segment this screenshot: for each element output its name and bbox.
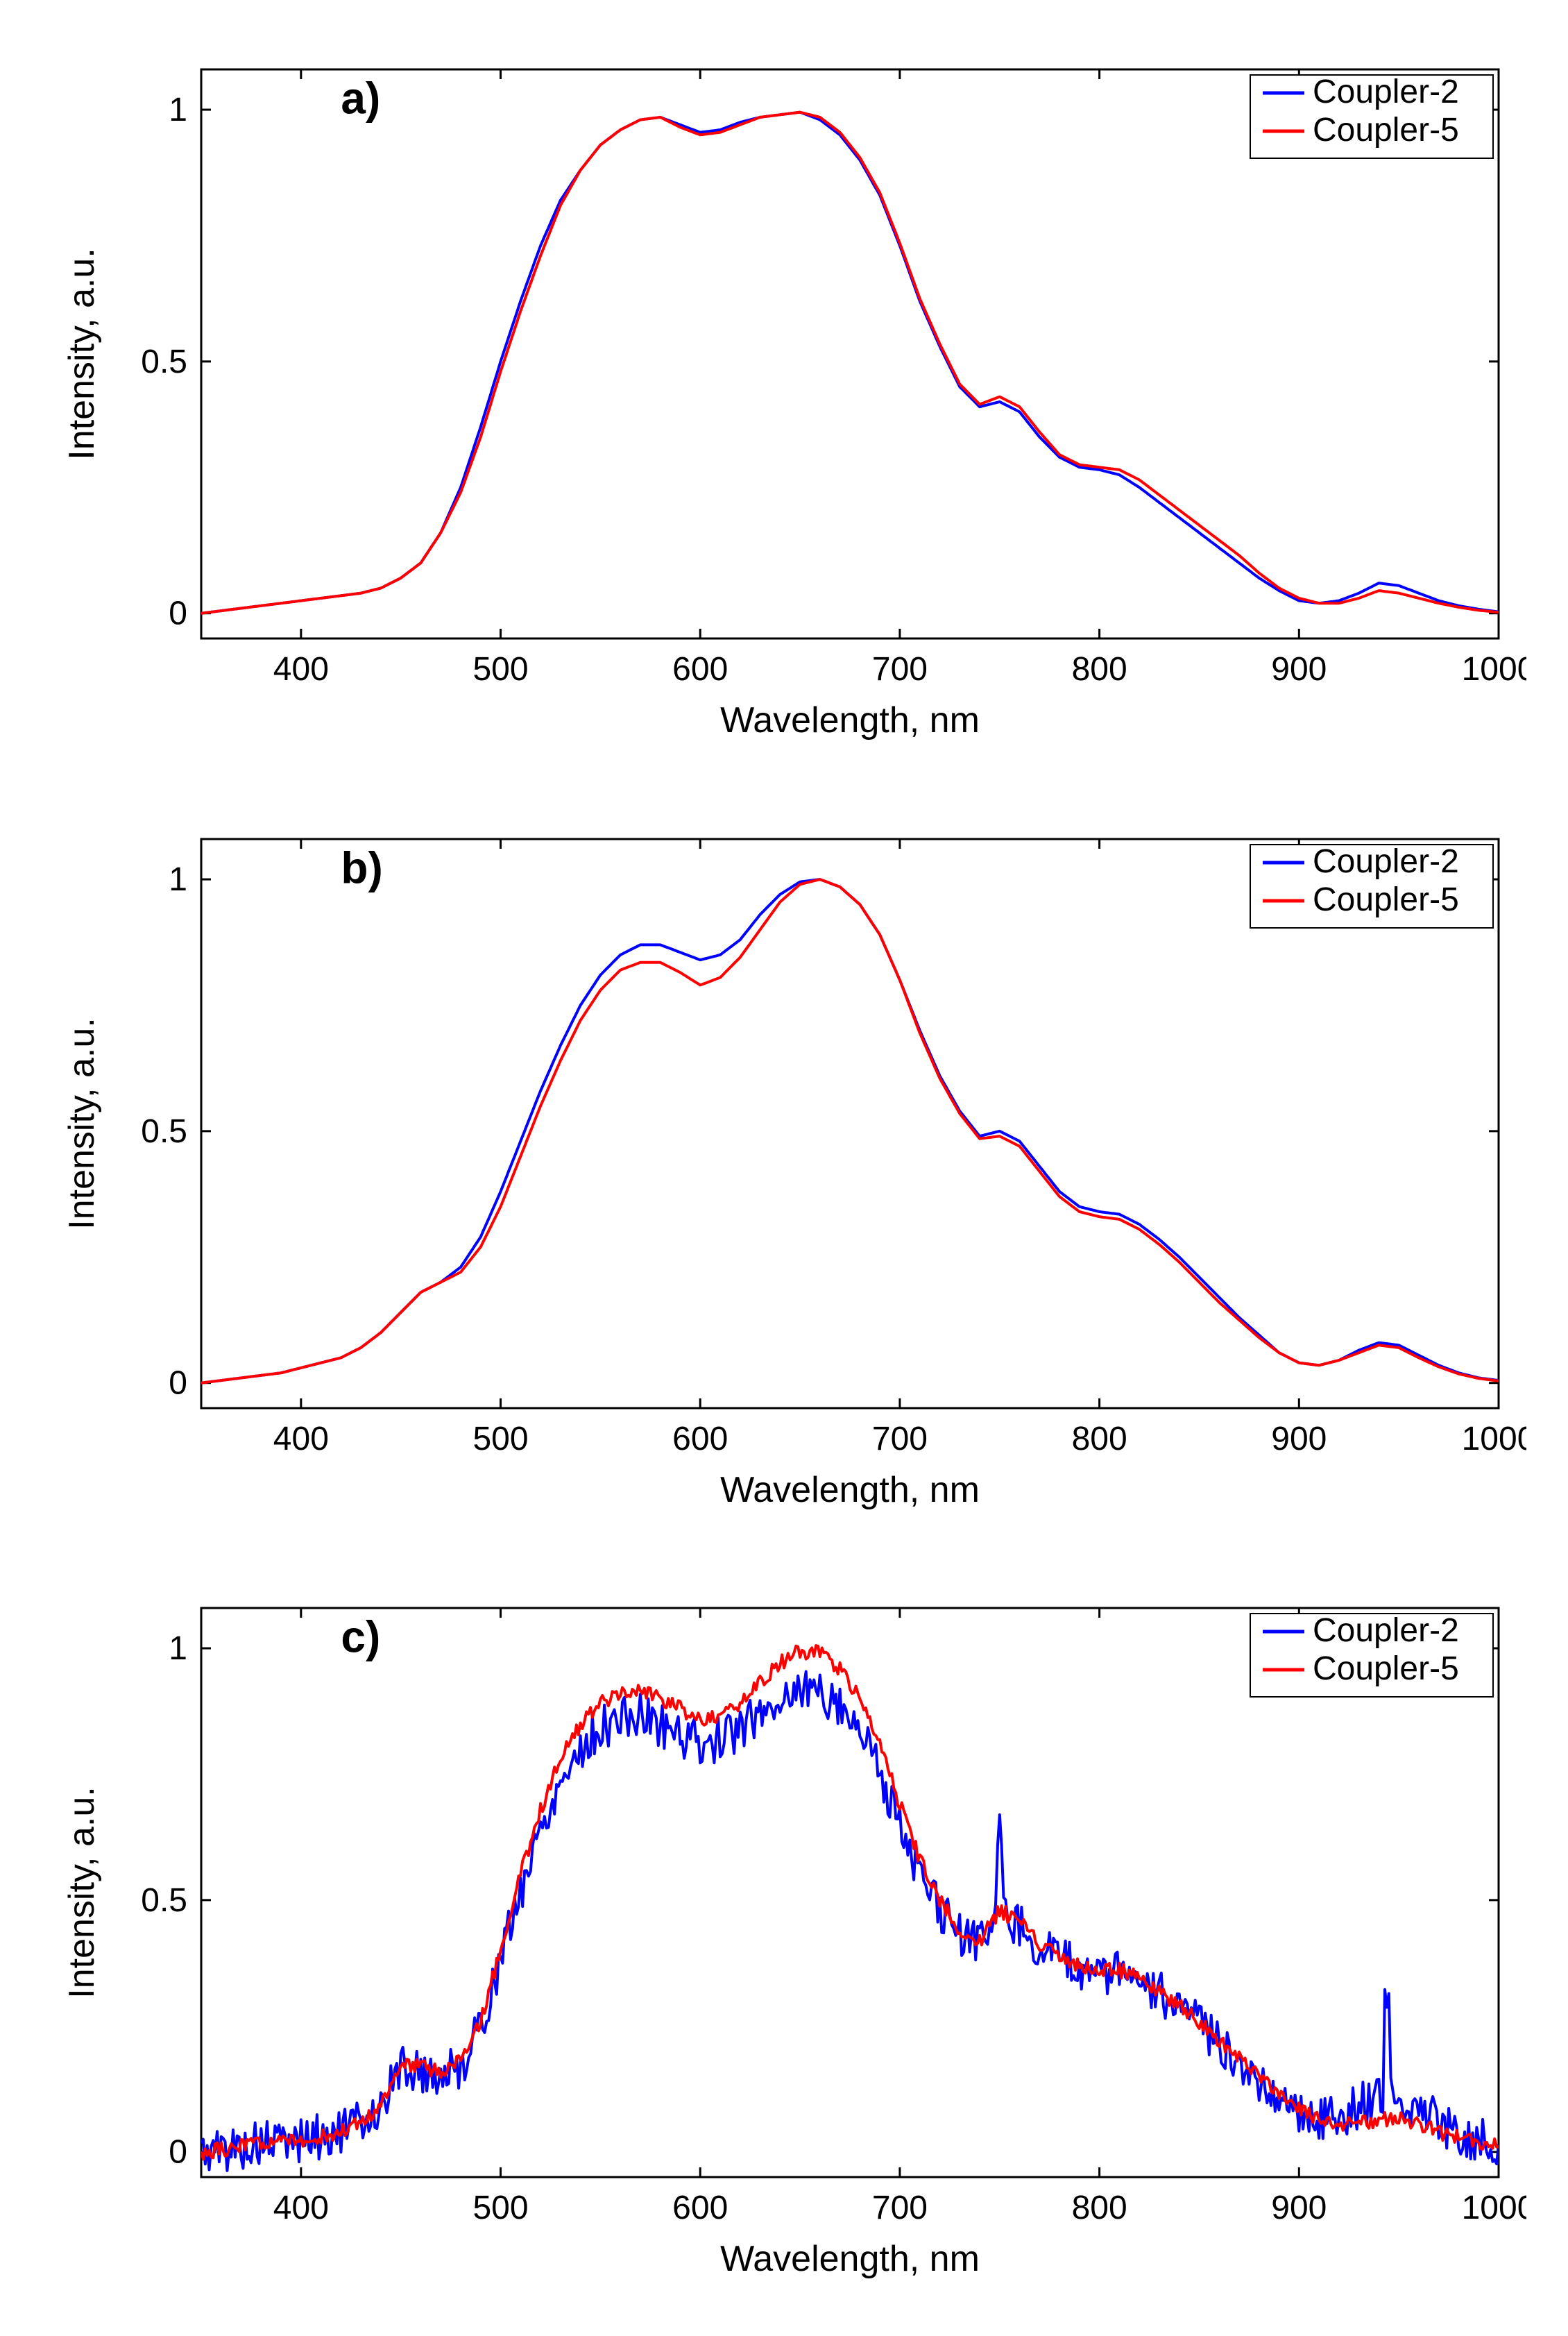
legend-label: Coupler-5 <box>1313 1650 1459 1687</box>
xtick-label: 1000 <box>1462 2190 1526 2226</box>
ytick-label: 0 <box>169 1364 187 1401</box>
ytick-label: 0.5 <box>141 344 187 380</box>
panel-b: 400 500 600 700 800 900 1000 0 0.5 1 Wavelength, n… <box>42 797 1526 1539</box>
xtick-label: 400 <box>273 1421 329 1457</box>
xtick-label: 500 <box>472 2190 528 2226</box>
xtick-label: 800 <box>1072 651 1127 688</box>
series-coupler-5 <box>201 879 1499 1383</box>
ytick-label: 1 <box>169 1630 187 1667</box>
series-coupler-2 <box>201 1672 1499 2171</box>
legend: Coupler-2Coupler-5 <box>1250 74 1493 158</box>
xtick-label: 700 <box>872 1421 928 1457</box>
legend-label: Coupler-5 <box>1313 112 1459 149</box>
ytick-label: 0.5 <box>141 1113 187 1150</box>
xtick-label: 600 <box>672 1421 728 1457</box>
xtick-label: 400 <box>273 651 329 688</box>
legend: Coupler-2Coupler-5 <box>1250 843 1493 928</box>
legend-label: Coupler-2 <box>1313 1612 1459 1649</box>
legend-label: Coupler-2 <box>1313 843 1459 880</box>
xtick-label: 700 <box>872 651 928 688</box>
xtick-label: 1000 <box>1462 651 1526 688</box>
xlabel: Wavelength, nm <box>720 700 980 740</box>
xtick-label: 500 <box>472 651 528 688</box>
series-coupler-5 <box>201 112 1499 613</box>
xtick-label: 900 <box>1271 2190 1327 2226</box>
xtick-label: 600 <box>672 2190 728 2226</box>
xtick-label: 900 <box>1271 651 1327 688</box>
xtick-label: 800 <box>1072 1421 1127 1457</box>
ytick-label: 0.5 <box>141 1882 187 1919</box>
ytick-label: 0 <box>169 595 187 632</box>
xtick-label: 500 <box>472 1421 528 1457</box>
series-coupler-2 <box>201 879 1499 1383</box>
legend-label: Coupler-2 <box>1313 74 1459 110</box>
panel-label: a) <box>341 74 380 124</box>
ytick-label: 1 <box>169 861 187 898</box>
ytick-label: 1 <box>169 92 187 128</box>
ylabel: Intensity, a.u. <box>62 248 102 459</box>
xlabel: Wavelength, nm <box>720 1470 980 1510</box>
series-coupler-2 <box>201 112 1499 613</box>
ylabel: Intensity, a.u. <box>62 1017 102 1229</box>
xtick-label: 700 <box>872 2190 928 2226</box>
xtick-label: 800 <box>1072 2190 1127 2226</box>
xtick-label: 600 <box>672 651 728 688</box>
panel-label: b) <box>341 843 382 892</box>
xtick-label: 1000 <box>1462 1421 1526 1457</box>
panel-c: 400 500 600 700 800 900 1000 0 0.5 1 Wavelength, n… <box>42 1566 1526 2308</box>
panel-label: c) <box>341 1612 380 1662</box>
xlabel: Wavelength, nm <box>720 2239 980 2279</box>
chart-svg-b: 400 500 600 700 800 900 1000 0 0.5 1 Wavelength, n… <box>42 797 1526 1526</box>
chart-svg-c: 400 500 600 700 800 900 1000 0 0.5 1 Wavelength, n… <box>42 1566 1526 2295</box>
panel-a: 400 500 600 700 800 900 1000 0 0.5 1 Wavelength, n… <box>42 28 1526 770</box>
ytick-label: 0 <box>169 2134 187 2171</box>
xtick-label: 400 <box>273 2190 329 2226</box>
chart-svg-a: 400 500 600 700 800 900 1000 0 0.5 1 Wavelength, n… <box>42 28 1526 756</box>
ylabel: Intensity, a.u. <box>62 1787 102 1999</box>
figure-page: 400 500 600 700 800 900 1000 0 0.5 1 Wavelength, n… <box>0 0 1568 2336</box>
legend: Coupler-2Coupler-5 <box>1250 1612 1493 1697</box>
legend-label: Coupler-5 <box>1313 881 1459 918</box>
xtick-label: 900 <box>1271 1421 1327 1457</box>
